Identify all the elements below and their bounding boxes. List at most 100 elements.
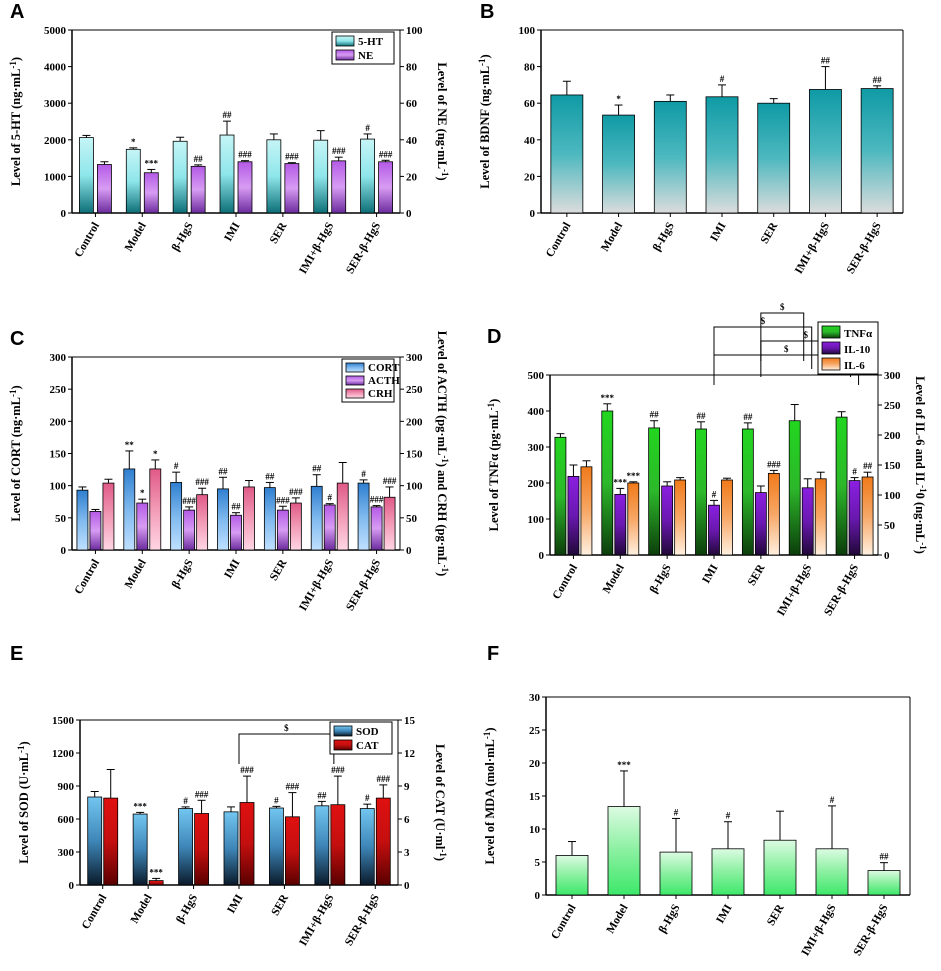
y-tick-label: 300 <box>58 847 75 859</box>
bar-acth <box>183 509 196 551</box>
y-right-tick-label: 100 <box>406 481 423 493</box>
panel-letter: F <box>487 643 499 665</box>
legend-label: NE <box>358 50 373 62</box>
bar-mda <box>867 870 901 896</box>
bar-5ht <box>360 138 375 214</box>
bar-il10 <box>708 504 720 556</box>
bar-cat <box>148 880 164 886</box>
significance-mark: # <box>327 493 332 503</box>
significance-mark: ## <box>873 75 883 85</box>
y-tick-label: 15 <box>529 791 541 803</box>
significance-mark: # <box>726 811 731 821</box>
bar-crh <box>102 482 115 551</box>
significance-mark: ## <box>223 110 233 120</box>
bar-il10 <box>754 492 767 556</box>
legend-label: CRH <box>368 388 393 400</box>
significance-mark: ### <box>767 459 781 469</box>
x-tick-label: β-HgS <box>657 903 683 936</box>
bar-mda <box>607 806 641 896</box>
bar-cort <box>170 482 183 551</box>
x-tick-label: IMI+β-HgS <box>775 563 814 619</box>
y-tick-label: 5 <box>535 857 541 869</box>
y-tick-label: 300 <box>50 352 67 364</box>
significance-mark: ### <box>285 152 299 162</box>
bar-ne <box>331 160 347 214</box>
significance-mark: ## <box>317 790 327 800</box>
y-right-tick-label: 3 <box>404 847 410 859</box>
x-tick-label: SER <box>269 892 291 918</box>
x-tick-label: β-HgS <box>170 221 196 254</box>
bar-cat <box>285 816 300 886</box>
bar-sod <box>359 808 375 886</box>
legend-label: IL-10 <box>844 344 871 356</box>
x-tick-label: IMI+β-HgS <box>793 221 832 277</box>
bar-ne <box>143 172 159 214</box>
y-right-tick-label: 0 <box>406 208 412 220</box>
panel-letter: C <box>10 328 24 350</box>
bar-tnf <box>554 436 567 556</box>
y-right-tick-label: 150 <box>884 460 901 472</box>
significance-mark: # <box>274 795 279 805</box>
y-right-tick-label: 250 <box>884 400 901 412</box>
panel-letter: D <box>487 326 501 348</box>
y-right-tick-label: 50 <box>884 520 896 532</box>
significance-bracket <box>238 733 335 764</box>
y-tick-label: 0 <box>69 880 75 892</box>
legend-swatch <box>821 357 841 371</box>
legend-label: 5-HT <box>358 36 384 48</box>
bar-ne <box>378 161 393 214</box>
legend-swatch <box>821 325 841 339</box>
bar-il10 <box>801 487 814 556</box>
bar-ne <box>237 161 253 214</box>
x-tick-label: β-HgS <box>174 893 200 926</box>
y-tick-label: 3000 <box>44 98 67 110</box>
x-tick-label: IMI <box>225 892 246 916</box>
x-tick-label: Model <box>123 558 149 591</box>
panel-letter: A <box>10 1 24 23</box>
bar-crh <box>149 468 162 551</box>
x-tick-label: Model <box>123 221 149 254</box>
legend-swatch <box>333 739 353 751</box>
y-right-tick-label: 100 <box>884 490 901 502</box>
chart-panel-e: E 0 300 600 900 1200 1500 0 3 6 9 12 15 Level of SOD … <box>10 643 448 948</box>
significance-mark: ### <box>331 765 345 775</box>
y-right-tick-label: 60 <box>406 98 418 110</box>
bar-il6 <box>814 478 827 556</box>
x-tick-label: SER <box>268 220 290 246</box>
chart-panel-b: B 0 20 40 60 80 100 Level of BDNF (ng·mL-1) Cont… <box>477 1 904 277</box>
x-tick-label: β-HgS <box>170 558 196 591</box>
x-tick-label: SER <box>765 902 787 928</box>
legend-label: TNFα <box>844 328 873 340</box>
y-tick-label: 0 <box>530 208 536 220</box>
significance-mark: ### <box>195 477 209 487</box>
bar-mda <box>711 848 745 896</box>
bar-il6 <box>674 479 687 556</box>
bracket-label: $ <box>284 723 289 733</box>
bar-bdnf <box>550 94 584 214</box>
significance-mark: *** <box>145 158 159 168</box>
y-tick-label: 10 <box>529 824 541 836</box>
significance-mark: # <box>712 489 717 499</box>
y-tick-label: 1200 <box>52 748 75 760</box>
bar-il6 <box>861 476 874 556</box>
x-tick-label: IMI+β-HgS <box>297 558 336 614</box>
bar-acth <box>276 509 289 551</box>
y-axis-title: Level of SOD (U·mL-1) <box>16 741 31 863</box>
bar-cort <box>217 488 229 551</box>
bar-cat <box>375 797 391 886</box>
bar-sod <box>132 813 148 886</box>
y-right-tick-label: 200 <box>406 416 423 428</box>
y-tick-label: 100 <box>50 481 67 493</box>
legend-label: SOD <box>356 726 379 738</box>
y-tick-label: 80 <box>524 62 536 74</box>
bar-mda <box>659 851 693 896</box>
significance-mark: ## <box>194 154 204 164</box>
significance-mark: ## <box>650 410 660 420</box>
x-tick-label: Model <box>129 893 155 926</box>
y-right-tick-label: 0 <box>406 545 412 557</box>
y-axis-title-right: Level of IL-6 and IL-10 (ng·mL-1) <box>913 376 928 554</box>
bar-bdnf <box>809 89 842 214</box>
significance-bracket <box>760 312 805 361</box>
y-tick-label: 0 <box>61 208 67 220</box>
